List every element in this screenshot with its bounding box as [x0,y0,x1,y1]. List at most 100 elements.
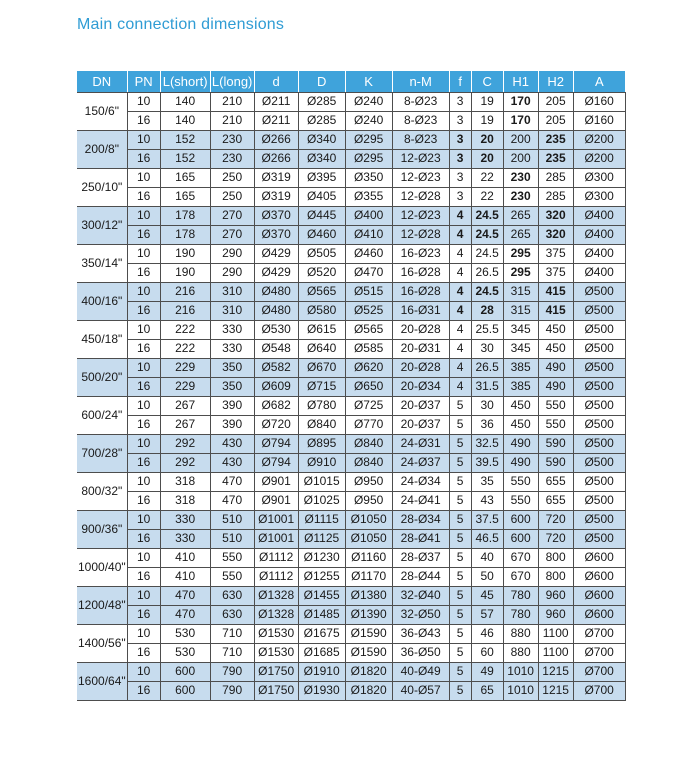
data-cell: 780 [502,604,539,625]
data-cell: 960 [537,585,574,606]
data-cell: 450 [537,319,574,340]
data-cell: 450 [537,338,574,359]
data-cell: 8-Ø23 [391,129,450,150]
table-row: 16 216 310 Ø480 Ø580 Ø525 16-Ø31 4 28 315 415 Ø500 [77,300,626,321]
data-cell: 330 [159,509,211,530]
data-cell: 140 [159,110,211,131]
data-cell: 16 [126,642,161,663]
data-cell: 36-Ø43 [391,623,450,644]
data-cell: 50 [470,566,504,587]
data-cell: 230 [209,148,255,169]
data-cell: 24-Ø37 [391,452,450,473]
data-cell: 5 [448,661,472,682]
data-cell: 12-Ø23 [391,148,450,169]
data-cell: 3 [448,167,472,188]
data-cell: 285 [537,186,574,207]
data-cell: 152 [159,148,211,169]
data-cell: 350 [209,357,255,378]
data-cell: 28 [470,300,504,321]
data-cell: 40-Ø49 [391,661,450,682]
data-cell: Ø840 [344,433,393,454]
data-cell: 31.5 [470,376,504,397]
data-cell: 10 [126,129,161,150]
data-cell: 320 [537,205,574,226]
data-cell: 5 [448,395,472,416]
data-cell: Ø319 [253,167,299,188]
data-cell: 16 [126,224,161,245]
data-cell: Ø1125 [297,528,346,549]
table-row: 16 152 230 Ø266 Ø340 Ø295 12-Ø23 3 20 200 235 Ø200 [77,148,626,169]
data-cell: Ø200 [572,129,626,150]
data-cell: Ø640 [297,338,346,359]
data-cell: Ø700 [572,623,626,644]
column-header-d: D [297,71,346,93]
data-cell: 550 [502,490,539,511]
data-cell: 12-Ø28 [391,224,450,245]
data-cell: 5 [448,490,472,511]
data-cell: 65 [470,680,504,701]
data-cell: Ø295 [344,129,393,150]
table-row: 16 600 790 Ø1750 Ø1930 Ø1820 40-Ø57 5 65 1010 1215… [77,680,626,701]
data-cell: 530 [159,642,211,663]
table-row: 1200/48" 10 470 630 Ø1328 Ø1455 Ø1380 32-Ø40 5 45… [77,585,626,625]
data-cell: Ø1230 [297,547,346,568]
table-row: 16 222 330 Ø548 Ø640 Ø585 20-Ø31 4 30 345 450 Ø500 [77,338,626,359]
data-cell: 267 [159,414,211,435]
data-cell: 16 [126,414,161,435]
data-cell: 10 [126,585,161,606]
data-cell: Ø715 [297,376,346,397]
data-cell: Ø405 [297,186,346,207]
dn-cell: 1400/56" [77,623,128,663]
data-cell: Ø515 [344,281,393,302]
data-cell: Ø1115 [297,509,346,530]
data-cell: 25.5 [470,319,504,340]
data-cell: 4 [448,338,472,359]
data-cell: 28-Ø41 [391,528,450,549]
data-cell: 590 [537,433,574,454]
data-cell: 550 [502,471,539,492]
data-cell: 600 [502,528,539,549]
data-cell: Ø530 [253,319,299,340]
column-header-a: A [572,71,626,93]
data-cell: Ø1112 [253,547,299,568]
data-cell: 16 [126,604,161,625]
data-cell: Ø505 [297,243,346,264]
data-cell: Ø1328 [253,604,299,625]
data-cell: 216 [159,281,211,302]
dn-cell: 300/12" [77,205,128,245]
data-cell: 10 [126,205,161,226]
data-cell: 10 [126,509,161,530]
column-header-dn: DN [77,71,128,93]
data-cell: Ø840 [297,414,346,435]
data-cell: 16 [126,186,161,207]
data-cell: 960 [537,604,574,625]
data-cell: 8-Ø23 [391,110,450,131]
data-cell: Ø1590 [344,623,393,644]
data-cell: Ø211 [253,110,299,131]
data-cell: 385 [502,376,539,397]
table-row: 16 165 250 Ø319 Ø405 Ø355 12-Ø28 3 22 230 285 Ø300 [77,186,626,207]
data-cell: 20 [470,129,504,150]
column-header-h2: H2 [537,71,574,93]
data-cell: 510 [209,509,255,530]
data-cell: Ø400 [572,205,626,226]
data-cell: Ø950 [344,471,393,492]
data-cell: 10 [126,357,161,378]
data-cell: 40 [470,547,504,568]
data-cell: Ø600 [572,547,626,568]
data-cell: 230 [209,129,255,150]
data-cell: Ø895 [297,433,346,454]
column-header-k: K [344,71,393,93]
data-cell: Ø160 [572,110,626,131]
data-cell: 10 [126,395,161,416]
data-cell: 600 [159,680,211,701]
data-cell: Ø285 [297,110,346,131]
dn-cell: 350/14" [77,243,128,283]
data-cell: Ø1750 [253,661,299,682]
data-cell: 350 [209,376,255,397]
data-cell: 1100 [537,642,574,663]
data-cell: 10 [126,433,161,454]
data-cell: 5 [448,623,472,644]
data-cell: Ø1930 [297,680,346,701]
data-cell: Ø429 [253,243,299,264]
